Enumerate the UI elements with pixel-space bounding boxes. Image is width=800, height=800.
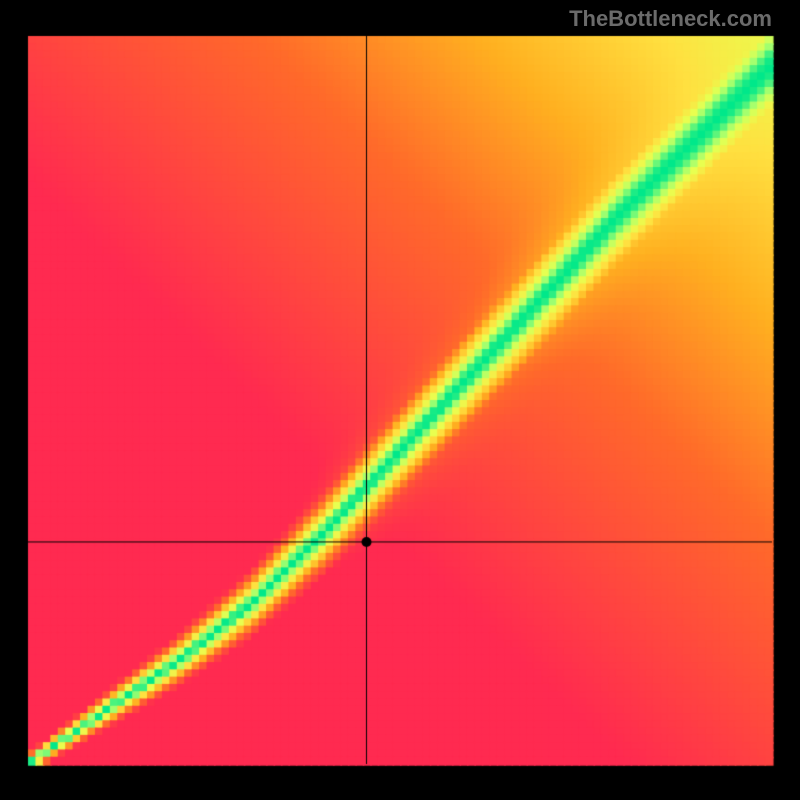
attribution-text: TheBottleneck.com — [569, 6, 772, 32]
chart-container: TheBottleneck.com — [0, 0, 800, 800]
bottleneck-heatmap — [0, 0, 800, 800]
